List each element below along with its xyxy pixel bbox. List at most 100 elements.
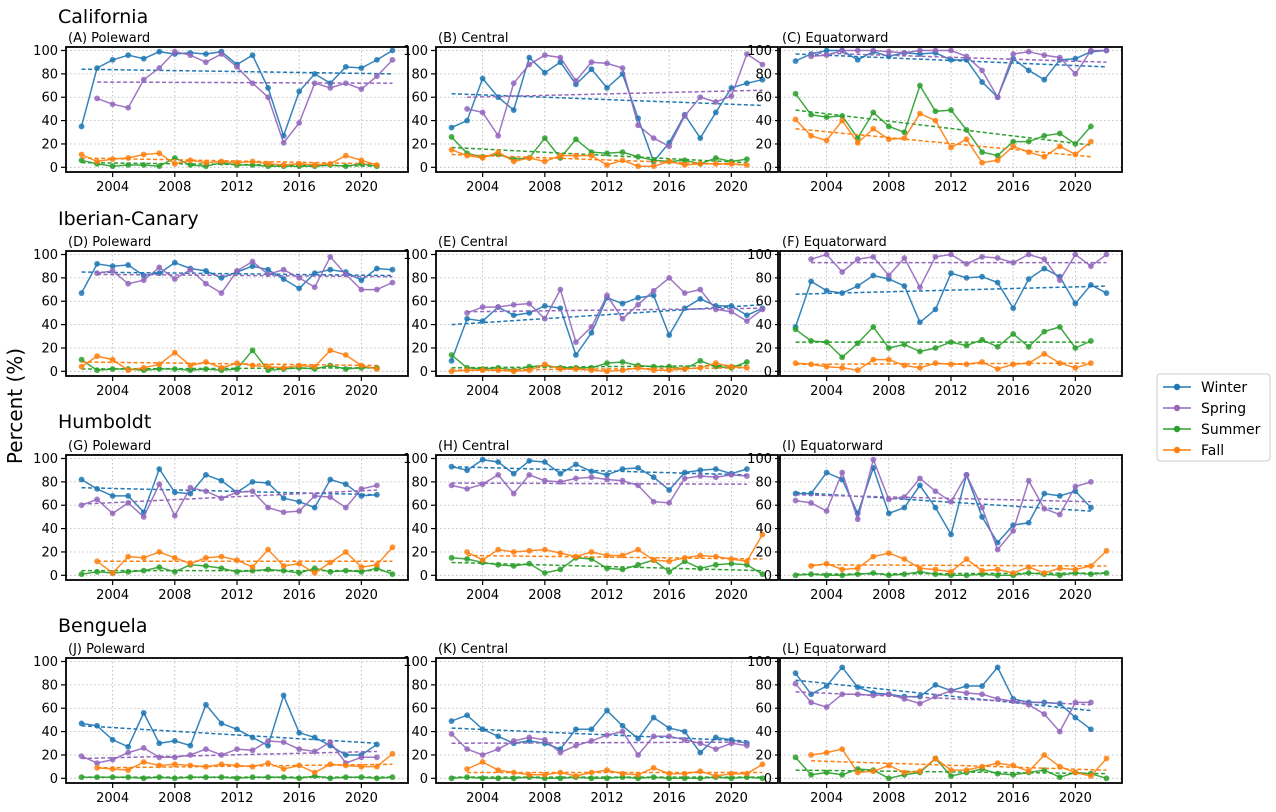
y-axis-label: Percent (%) <box>3 348 27 464</box>
x-tick-label: 2012 <box>934 180 967 195</box>
data-point <box>495 733 502 740</box>
data-point <box>510 107 517 113</box>
region-title-humboldt: Humboldt <box>58 411 151 433</box>
data-point <box>265 94 271 101</box>
data-point <box>156 549 163 555</box>
data-point <box>650 292 657 299</box>
data-point <box>681 736 688 743</box>
series-line <box>81 482 378 519</box>
data-point <box>1056 700 1063 707</box>
data-point <box>557 749 564 756</box>
axes-frame <box>65 454 409 581</box>
data-point <box>839 354 846 361</box>
data-point <box>870 253 877 260</box>
data-point <box>94 367 100 374</box>
panel: (A) Poleward 2004 2008 2012 2016 2020 0 20 40 60 8… <box>33 31 409 195</box>
data-point <box>311 565 318 572</box>
data-point <box>854 565 861 572</box>
data-point <box>728 560 735 567</box>
data-point <box>1088 699 1094 706</box>
data-point <box>526 547 533 554</box>
data-point <box>234 557 240 564</box>
data-point <box>249 80 256 87</box>
panel: (I) Equatorward 2004 2008 2012 2016 2020 0 20 40… <box>747 439 1123 603</box>
data-point <box>839 771 846 778</box>
data-point <box>885 496 892 503</box>
legend-label: Fall <box>1201 443 1224 459</box>
data-point <box>619 770 626 777</box>
data-point <box>885 345 892 351</box>
data-point <box>1088 478 1094 485</box>
data-point <box>296 746 303 753</box>
data-point <box>666 332 673 339</box>
data-point <box>1010 138 1017 145</box>
data-point <box>712 746 719 753</box>
gridlines <box>780 251 1122 376</box>
data-point <box>342 352 349 358</box>
series-summer <box>448 134 750 167</box>
data-point <box>994 760 1001 767</box>
data-point <box>1072 714 1079 721</box>
axes-frame <box>779 454 1123 581</box>
data-point <box>792 326 799 333</box>
data-point <box>510 490 517 497</box>
y-tick-label: 20 <box>41 137 58 152</box>
data-point <box>203 267 209 274</box>
data-point <box>495 304 502 310</box>
y-tick-label: 0 <box>420 772 428 787</box>
data-point <box>140 759 147 765</box>
series-fall <box>464 759 766 779</box>
data-point <box>280 162 287 168</box>
data-point <box>994 566 1001 573</box>
legend-marker <box>1173 446 1181 454</box>
data-point <box>1072 364 1079 371</box>
data-point <box>125 104 132 111</box>
axes-frame <box>65 250 409 377</box>
data-point <box>249 258 256 265</box>
data-point <box>1103 755 1110 762</box>
y-tick-label: 40 <box>411 522 428 537</box>
data-point <box>839 364 846 371</box>
axes-frame <box>779 46 1123 173</box>
y-tick-label: 60 <box>41 499 58 514</box>
y-tick-label: 80 <box>41 271 58 286</box>
legend-frame <box>1156 373 1271 462</box>
series-spring <box>78 738 380 767</box>
data-point <box>744 51 750 57</box>
data-point <box>78 356 85 363</box>
y-tick-label: 80 <box>755 475 772 490</box>
data-point <box>389 750 396 757</box>
series-spring <box>94 48 396 146</box>
data-point <box>327 739 334 746</box>
data-point <box>839 566 846 573</box>
data-point <box>979 683 985 689</box>
data-point <box>1041 350 1048 357</box>
data-point <box>374 286 380 293</box>
legend-label: Summer <box>1201 422 1261 438</box>
trend-line <box>795 362 1091 366</box>
y-tick-label: 100 <box>33 452 58 467</box>
trend-line <box>795 109 1091 146</box>
data-point <box>479 456 486 463</box>
trend-line <box>81 750 377 760</box>
y-tick-label: 20 <box>755 545 772 560</box>
x-tick-label: 2016 <box>283 384 316 399</box>
panel-title: (K) Central <box>438 642 508 657</box>
data-point <box>526 471 533 478</box>
data-point <box>901 49 908 56</box>
data-point <box>885 775 892 782</box>
data-point <box>479 367 486 374</box>
y-tick-label: 100 <box>747 655 772 670</box>
data-point <box>171 775 178 782</box>
data-point <box>948 767 954 774</box>
data-point <box>948 47 954 54</box>
data-point <box>792 670 799 677</box>
x-tick-label: 2016 <box>653 384 686 399</box>
data-point <box>358 564 365 571</box>
data-point <box>728 556 735 562</box>
y-tick-label: 0 <box>764 365 772 380</box>
data-point <box>495 459 502 465</box>
data-point <box>109 492 116 499</box>
data-point <box>125 52 132 59</box>
axes-frame <box>435 46 779 173</box>
